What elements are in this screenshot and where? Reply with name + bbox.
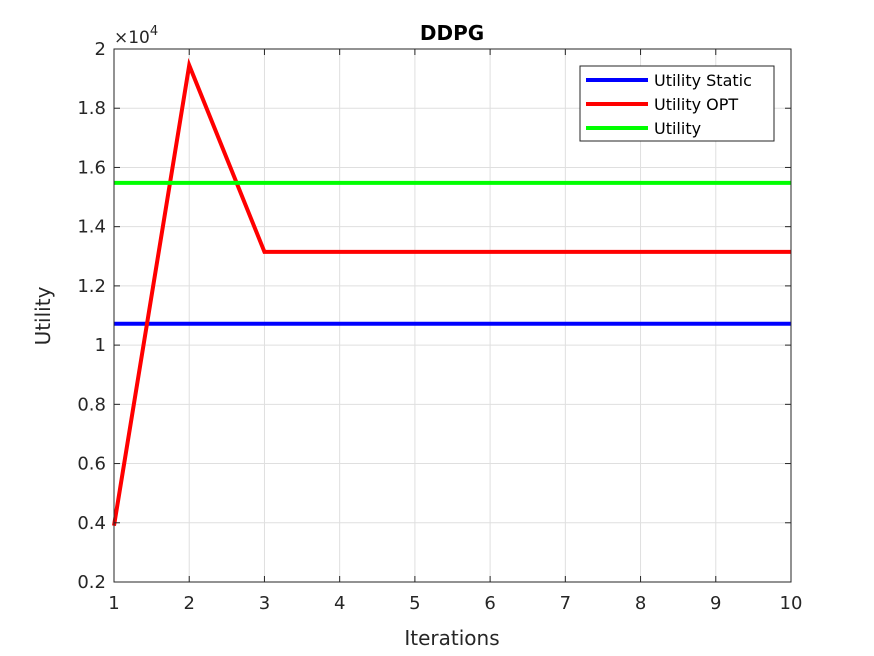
tick-marks bbox=[113, 48, 792, 583]
y-axis-multiplier-base: ×10 bbox=[114, 28, 150, 48]
y-axis-multiplier-exponent: 4 bbox=[150, 24, 158, 39]
y-tick-label: 0.8 bbox=[77, 394, 106, 415]
y-tick-label: 1.8 bbox=[77, 98, 106, 119]
x-tick-labels: 1 2 3 4 5 6 7 8 9 10 bbox=[108, 593, 802, 614]
grid bbox=[113, 48, 792, 583]
legend-items: Utility Static Utility OPT Utility bbox=[586, 71, 752, 138]
y-tick-label: 1 bbox=[95, 335, 106, 356]
x-tick-label: 3 bbox=[259, 593, 270, 614]
x-tick-label: 2 bbox=[183, 593, 194, 614]
series-line-utility-opt bbox=[112, 57, 791, 527]
x-tick-label: 5 bbox=[409, 593, 420, 614]
y-tick-label: 0.2 bbox=[77, 572, 106, 593]
y-tick-label: 2 bbox=[95, 39, 106, 60]
legend-label: Utility Static bbox=[654, 71, 752, 90]
y-tick-labels: 0.2 0.4 0.6 0.8 1 1.2 1.4 1.6 1.8 2 bbox=[77, 39, 106, 593]
x-tick-label: 4 bbox=[334, 593, 345, 614]
x-tick-label: 7 bbox=[560, 593, 571, 614]
legend: Utility Static Utility OPT Utility bbox=[579, 65, 775, 142]
y-tick-label: 1.4 bbox=[77, 217, 106, 238]
series-layer bbox=[112, 57, 791, 527]
x-tick-label: 9 bbox=[710, 593, 721, 614]
y-axis-label: Utility bbox=[31, 286, 55, 345]
x-tick-label: 10 bbox=[780, 593, 803, 614]
chart-title: DDPG bbox=[420, 21, 484, 45]
y-tick-label: 0.4 bbox=[77, 513, 106, 534]
y-tick-label: 0.6 bbox=[77, 454, 106, 475]
y-axis-multiplier: ×104 bbox=[114, 24, 158, 48]
x-tick-label: 6 bbox=[484, 593, 495, 614]
legend-label: Utility bbox=[654, 119, 701, 138]
x-axis-label: Iterations bbox=[404, 626, 499, 650]
x-tick-label: 1 bbox=[108, 593, 119, 614]
plot-frame bbox=[113, 48, 792, 583]
y-tick-label: 1.6 bbox=[77, 157, 106, 178]
x-tick-label: 8 bbox=[635, 593, 646, 614]
legend-label: Utility OPT bbox=[654, 95, 738, 114]
y-tick-label: 1.2 bbox=[77, 276, 106, 297]
